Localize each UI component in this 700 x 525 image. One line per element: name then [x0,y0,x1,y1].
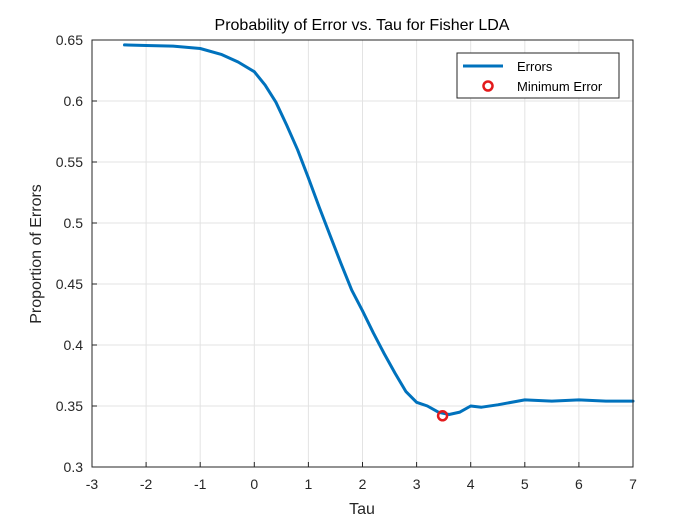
x-tick-label: 4 [467,476,475,492]
y-tick-label: 0.55 [56,154,83,170]
y-tick-label: 0.65 [56,32,83,48]
x-axis-label: Tau [349,501,375,518]
y-tick-label: 0.4 [64,337,84,353]
y-tick-label: 0.5 [64,215,84,231]
x-tick-label: 2 [359,476,367,492]
y-axis-label: Proportion of Errors [28,184,45,324]
x-tick-label: 7 [629,476,637,492]
x-tick-label: -2 [140,476,153,492]
x-tick-label: 0 [250,476,258,492]
y-tick-label: 0.35 [56,398,83,414]
legend-errors-label: Errors [517,59,553,74]
legend-box [456,52,620,99]
x-tick-label: 6 [575,476,583,492]
series-layer [123,43,635,422]
legend-minimum-error-label: Minimum Error [517,79,603,94]
x-tick-label: 5 [521,476,529,492]
x-tick-label: -1 [194,476,207,492]
minimum-error-marker [436,410,449,422]
y-tick-label: 0.6 [64,93,84,109]
legend-minimum-error-marker [482,80,494,92]
errors-line [123,43,635,416]
ticks: -3 -2 -1 0 1 2 3 4 5 6 7 0.3 0.35 0.4 0.45 0.5 0.55 0.6 0.… [56,32,637,492]
legend: Errors Minimum Error [456,52,620,99]
y-tick-label: 0.3 [64,459,84,475]
x-tick-label: -3 [86,476,99,492]
chart-title: Probability of Error vs. Tau for Fisher … [215,17,510,34]
y-tick-label: 0.45 [56,276,83,292]
x-tick-label: 3 [413,476,421,492]
x-tick-label: 1 [305,476,313,492]
